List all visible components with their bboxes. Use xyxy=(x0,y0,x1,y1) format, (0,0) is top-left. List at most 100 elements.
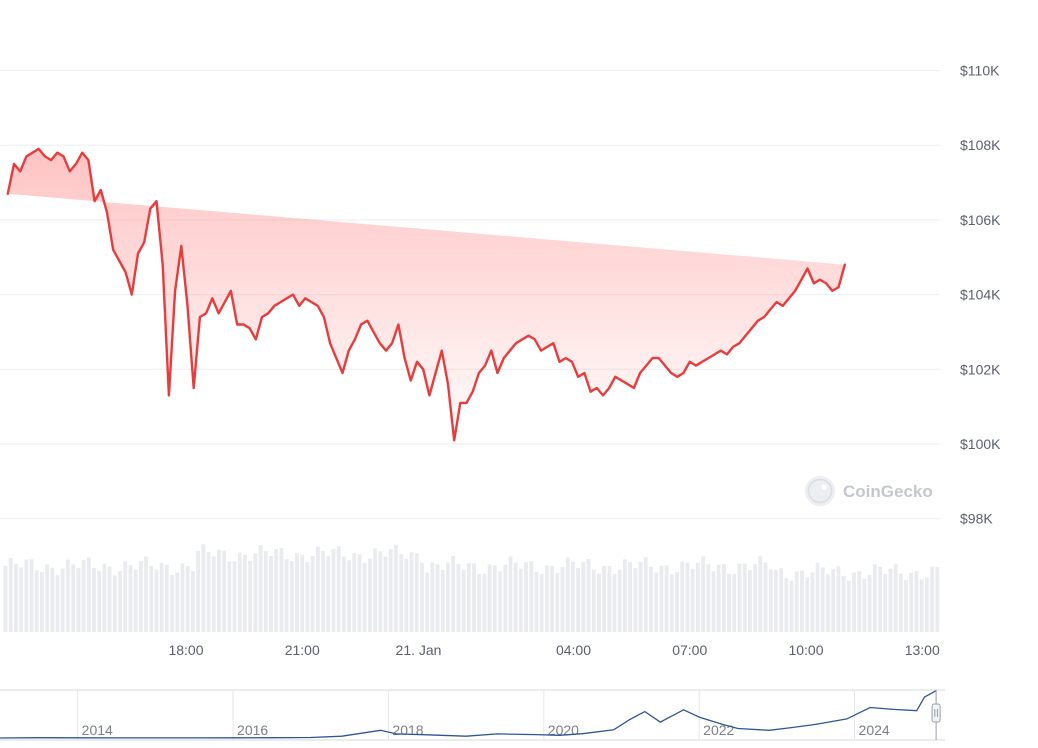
x-tick-label: 21:00 xyxy=(285,642,320,658)
volume-bar xyxy=(659,565,664,632)
volume-bar xyxy=(29,559,34,632)
volume-bar xyxy=(284,559,289,632)
volume-bar xyxy=(107,566,112,632)
volume-bar xyxy=(232,561,237,632)
volume-bar xyxy=(534,571,539,632)
volume-bar xyxy=(617,569,622,632)
volume-bar xyxy=(420,562,424,632)
volume-bar xyxy=(779,568,784,632)
volume-bar xyxy=(706,564,711,632)
volume-bar xyxy=(643,557,648,632)
volume-bar xyxy=(472,563,476,632)
volume-bar xyxy=(326,555,331,632)
volume-bar xyxy=(362,562,367,632)
x-tick-label: 07:00 xyxy=(672,642,707,658)
navigator-handle[interactable] xyxy=(931,703,941,723)
volume-bar xyxy=(690,568,695,632)
volume-bar xyxy=(862,578,867,632)
y-tick-label: $110K xyxy=(960,63,1000,79)
volume-bar xyxy=(711,571,716,632)
volume-bar xyxy=(685,562,690,632)
volume-bar xyxy=(581,561,586,632)
volume-bar xyxy=(893,564,898,632)
volume-bar xyxy=(680,561,685,632)
range-navigator[interactable]: 2014 2016 2018 2020 2022 2024 xyxy=(0,689,945,741)
volume-bar xyxy=(3,566,8,632)
volume-bar xyxy=(763,562,768,632)
volume-bar xyxy=(810,572,815,632)
volume-bar xyxy=(565,557,570,632)
navigator-year-label: 2024 xyxy=(859,722,890,738)
volume-bar xyxy=(560,567,565,632)
volume-bar xyxy=(92,567,96,632)
volume-bar xyxy=(727,573,731,632)
volume-bar xyxy=(440,569,445,632)
volume-bar xyxy=(675,572,679,632)
volume-bar xyxy=(872,564,877,632)
volume-bar xyxy=(919,579,924,632)
x-tick-label: 04:00 xyxy=(556,642,591,658)
watermark-text: CoinGecko xyxy=(843,482,933,501)
volume-bar xyxy=(451,556,456,632)
volume-bar xyxy=(628,562,633,632)
volume-bar xyxy=(888,568,893,632)
volume-bar xyxy=(34,570,39,632)
volume-bar xyxy=(914,571,919,632)
volume-bar xyxy=(930,566,934,632)
volume-bar xyxy=(805,577,810,632)
volume-bar xyxy=(76,568,81,632)
volume-bars xyxy=(3,544,940,632)
volume-bar xyxy=(19,567,24,632)
volume-bar xyxy=(602,565,607,632)
volume-bar xyxy=(935,567,940,632)
volume-bar xyxy=(461,569,466,632)
volume-bar xyxy=(123,561,128,632)
x-tick-label: 10:00 xyxy=(788,642,823,658)
navigator-handle-body[interactable] xyxy=(931,703,941,723)
navigator-year-label: 2016 xyxy=(237,722,268,738)
volume-bar xyxy=(508,556,513,632)
volume-bar xyxy=(279,548,284,632)
volume-bar xyxy=(826,574,830,632)
volume-bar xyxy=(721,563,726,632)
volume-bar xyxy=(60,568,65,632)
volume-bar xyxy=(399,554,404,632)
volume-bar xyxy=(248,560,253,632)
volume-bar xyxy=(97,570,102,632)
volume-bar xyxy=(430,562,435,632)
volume-bar xyxy=(753,564,758,632)
volume-bar xyxy=(654,572,659,632)
volume-bar xyxy=(487,564,492,632)
volume-bar xyxy=(253,553,258,632)
volume-bar xyxy=(867,575,872,632)
price-line xyxy=(6,147,846,442)
y-tick-label: $102K xyxy=(960,361,1001,377)
volume-bar xyxy=(367,558,372,632)
volume-bar xyxy=(336,546,341,632)
volume-bar xyxy=(898,573,903,632)
volume-bar xyxy=(289,561,294,632)
volume-bar xyxy=(373,548,377,632)
volume-bar xyxy=(295,553,299,632)
volume-bar xyxy=(352,552,357,632)
volume-bar xyxy=(747,570,752,632)
y-tick-label: $108K xyxy=(960,137,1001,153)
volume-bar xyxy=(846,580,851,632)
volume-bar xyxy=(518,568,523,632)
volume-bar xyxy=(86,557,91,632)
volume-bar xyxy=(607,565,612,632)
volume-bar xyxy=(66,559,70,632)
volume-bar xyxy=(904,579,908,632)
volume-bar xyxy=(555,572,560,632)
volume-bar xyxy=(404,559,409,632)
volume-bar xyxy=(539,574,544,632)
volume-bar xyxy=(331,548,336,632)
y-tick-label: $106K xyxy=(960,212,1001,228)
volume-bar xyxy=(591,569,596,632)
volume-bar xyxy=(498,571,502,632)
volume-bar xyxy=(383,556,388,632)
volume-bar xyxy=(909,572,914,632)
volume-bar xyxy=(175,572,180,632)
volume-bar xyxy=(8,558,13,632)
volume-bar xyxy=(45,564,50,632)
